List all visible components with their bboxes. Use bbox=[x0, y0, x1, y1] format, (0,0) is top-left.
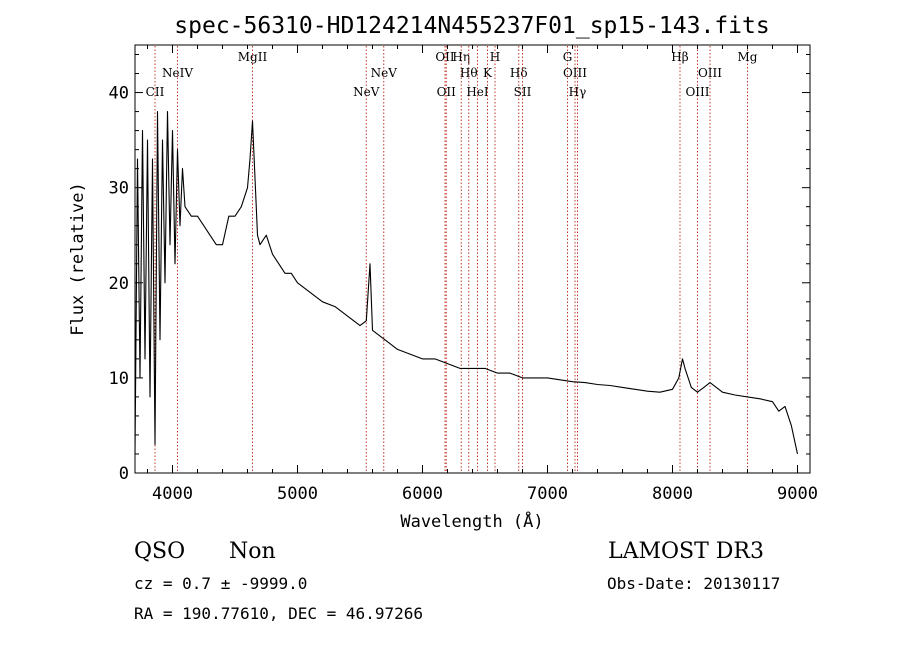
object-class: QSO bbox=[134, 539, 186, 564]
line-label: G bbox=[563, 50, 573, 64]
survey-name: LAMOST DR3 bbox=[608, 539, 764, 564]
x-tick-label: 6000 bbox=[402, 484, 443, 504]
line-label: OIII bbox=[685, 85, 709, 99]
line-label: NeV bbox=[371, 66, 398, 80]
line-label: Hγ bbox=[569, 85, 587, 99]
y-tick-label: 20 bbox=[109, 274, 129, 294]
x-tick-label: 9000 bbox=[777, 484, 818, 504]
object-subclass: Non bbox=[229, 539, 276, 564]
plot-frame bbox=[134, 44, 811, 474]
line-label: NeIV bbox=[162, 66, 193, 80]
coordinates: RA = 190.77610, DEC = 46.97266 bbox=[134, 604, 423, 623]
line-label: OII bbox=[437, 85, 457, 99]
y-tick-label: 30 bbox=[109, 179, 129, 199]
line-label: Hθ bbox=[460, 66, 478, 80]
redshift-readout: cz = 0.7 ± -9999.0 bbox=[134, 574, 308, 593]
x-tick-label: 7000 bbox=[527, 484, 568, 504]
obs-date: Obs-Date: 20130117 bbox=[607, 574, 781, 593]
line-label: CII bbox=[146, 85, 165, 99]
line-label: Hβ bbox=[671, 50, 688, 64]
spectrum-line-group bbox=[134, 111, 799, 455]
line-label: OIII bbox=[698, 66, 722, 80]
spectrum-line bbox=[134, 111, 799, 455]
x-tick-label: 8000 bbox=[652, 484, 693, 504]
line-label: H bbox=[490, 50, 500, 64]
y-axis-ticks: 0 10 20 30 40 bbox=[109, 54, 810, 484]
line-label: HeI bbox=[466, 85, 489, 99]
y-tick-label: 40 bbox=[109, 84, 129, 104]
line-label: OIII bbox=[563, 66, 587, 80]
line-label: Mg bbox=[738, 50, 758, 64]
chart-title: spec-56310-HD124214N455237F01_sp15-143.f… bbox=[174, 13, 769, 39]
line-label: OII bbox=[435, 50, 455, 64]
x-tick-label: 5000 bbox=[277, 484, 318, 504]
line-label: Hη bbox=[452, 50, 470, 64]
x-axis-ticks: 4000 5000 6000 7000 8000 9000 bbox=[147, 45, 818, 504]
line-label: MgII bbox=[238, 50, 268, 64]
line-label: NeV bbox=[353, 85, 380, 99]
line-label: Hδ bbox=[510, 66, 528, 80]
line-label: K bbox=[483, 66, 493, 80]
x-axis-label: Wavelength (Å) bbox=[400, 510, 543, 532]
x-tick-label: 4000 bbox=[152, 484, 193, 504]
y-tick-label: 10 bbox=[109, 369, 129, 389]
y-axis-label: Flux (relative) bbox=[68, 182, 88, 336]
line-label: SII bbox=[514, 85, 532, 99]
y-tick-label: 0 bbox=[119, 464, 129, 484]
emission-line-markers: CIINeIVMgIINeVNeVOIIOIIHηHθHeIKHHδSIIGOI… bbox=[146, 46, 758, 472]
